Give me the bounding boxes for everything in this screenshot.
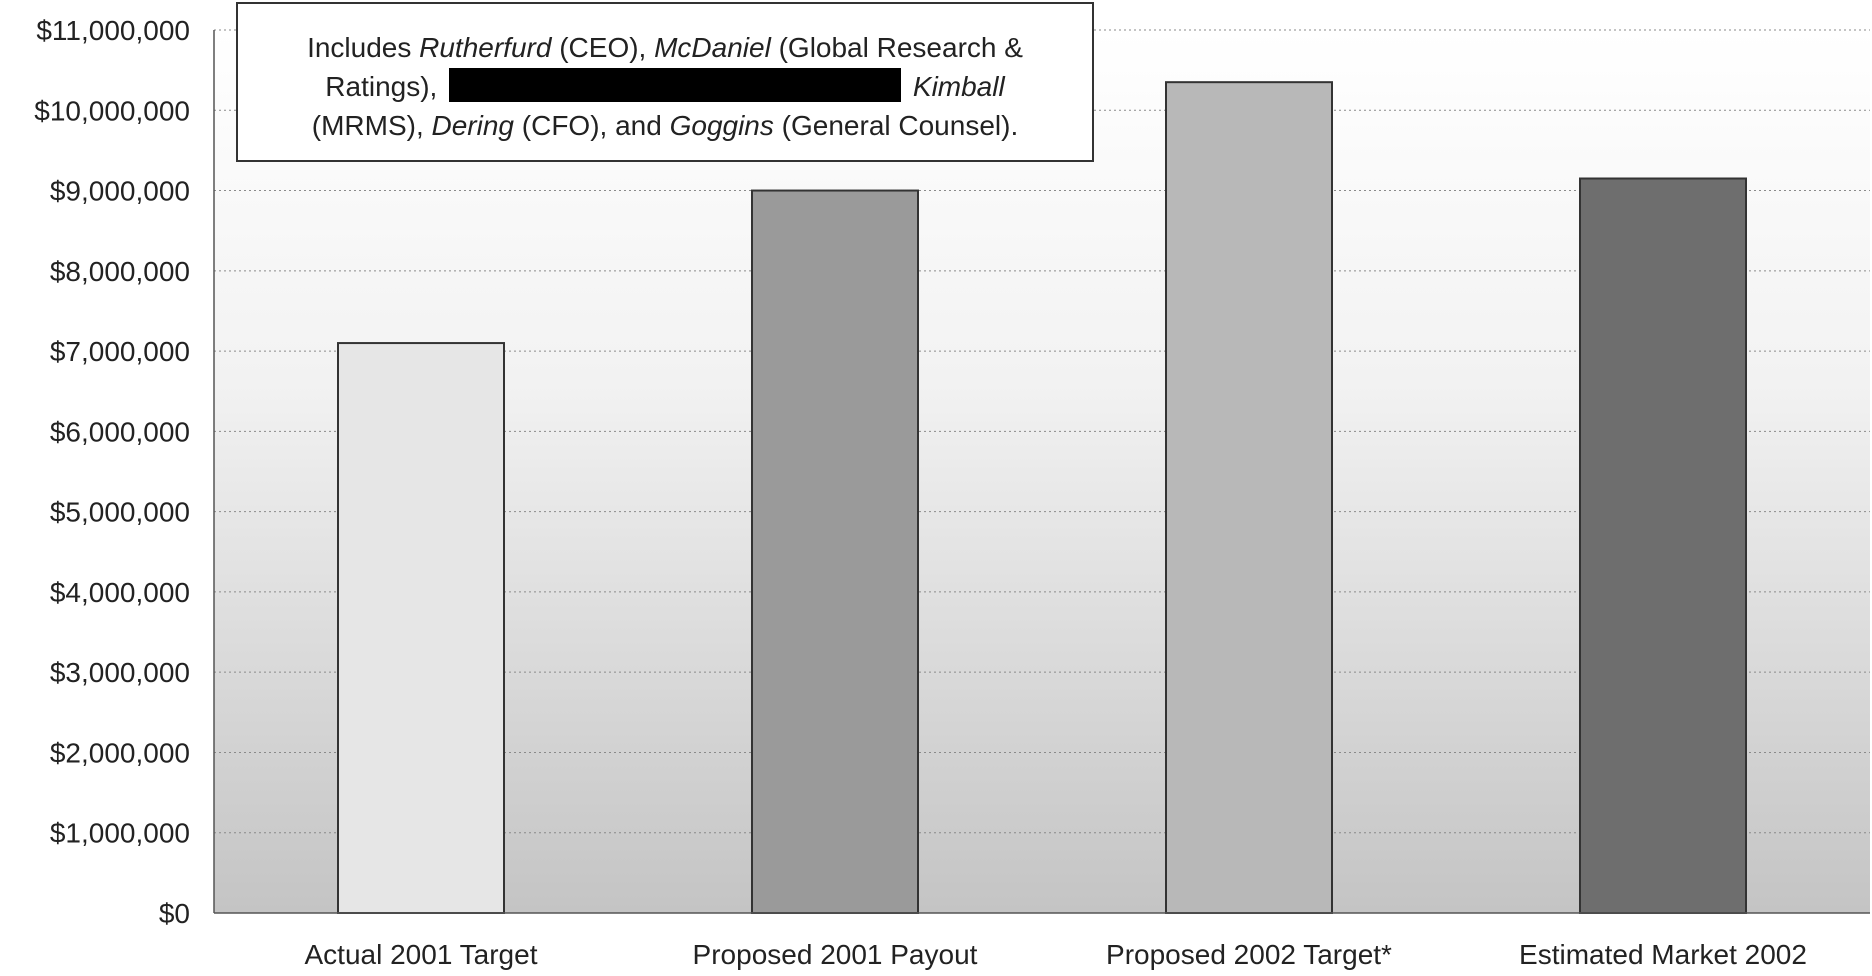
bar bbox=[1579, 177, 1747, 915]
bar bbox=[751, 189, 919, 914]
annotation-role-mrms: (MRMS), bbox=[311, 110, 432, 141]
annotation-prefix: Includes bbox=[307, 32, 420, 63]
y-tick-label: $6,000,000 bbox=[50, 416, 190, 447]
bars bbox=[337, 81, 1747, 915]
annotation-role-counsel: (General Counsel). bbox=[773, 110, 1019, 141]
annotation-box: Includes Rutherfurd (CEO), McDaniel (Glo… bbox=[236, 2, 1094, 162]
y-tick-label: $9,000,000 bbox=[50, 176, 190, 207]
annotation-role-ratings: Ratings), bbox=[325, 71, 446, 102]
y-tick-label: $8,000,000 bbox=[50, 256, 190, 287]
y-axis-tick-labels: $0 $1,000,000 $2,000,000 $3,000,000 $4,000,0… bbox=[34, 15, 190, 929]
annotation-role-global: (Global Research & bbox=[770, 32, 1023, 63]
bar bbox=[1165, 81, 1333, 915]
x-category-label: Estimated Market 2002 bbox=[1519, 939, 1807, 970]
y-tick-label: $3,000,000 bbox=[50, 657, 190, 688]
y-tick-label: $5,000,000 bbox=[50, 497, 190, 528]
y-tick-label: $10,000,000 bbox=[34, 95, 190, 126]
x-category-label: Proposed 2002 Target* bbox=[1106, 939, 1392, 970]
redaction-bar bbox=[449, 68, 902, 102]
bar bbox=[337, 342, 505, 914]
y-tick-label: $0 bbox=[159, 898, 190, 929]
y-tick-label: $4,000,000 bbox=[50, 577, 190, 608]
annotation-role-cfo: (CFO), and bbox=[514, 110, 670, 141]
annotation-name-rutherfurd: Rutherfurd bbox=[419, 32, 552, 63]
annotation-name-mcdaniel: McDaniel bbox=[654, 32, 771, 63]
y-tick-label: $11,000,000 bbox=[36, 15, 190, 46]
annotation-name-dering: Dering bbox=[431, 110, 514, 141]
annotation-name-goggins: Goggins bbox=[669, 110, 774, 141]
y-tick-label: $1,000,000 bbox=[50, 818, 190, 849]
x-axis-category-labels: Actual 2001 Target Proposed 2001 Payout Pr… bbox=[305, 939, 1807, 970]
x-category-label: Actual 2001 Target bbox=[305, 939, 538, 970]
y-tick-label: $7,000,000 bbox=[50, 336, 190, 367]
annotation-name-kimball: Kimball bbox=[912, 71, 1005, 102]
annotation-role-ceo: (CEO), bbox=[551, 32, 655, 63]
y-tick-label: $2,000,000 bbox=[50, 737, 190, 768]
x-category-label: Proposed 2001 Payout bbox=[693, 939, 978, 970]
